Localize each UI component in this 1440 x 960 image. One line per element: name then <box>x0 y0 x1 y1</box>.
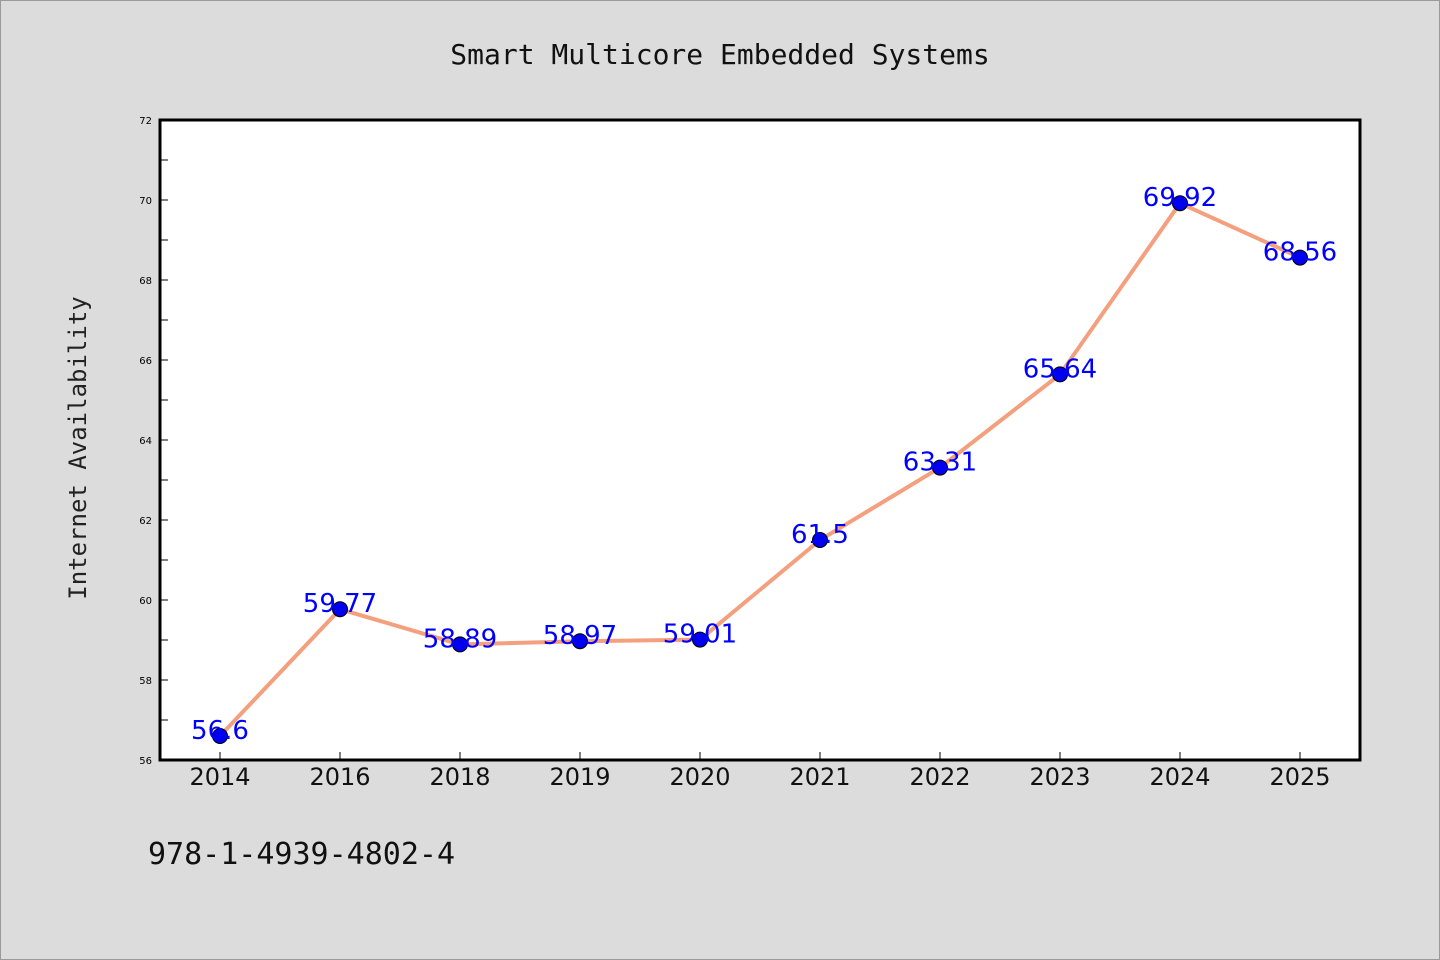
y-tick-label: 62 <box>139 516 152 527</box>
y-tick-label: 64 <box>139 436 152 447</box>
data-point <box>1052 366 1068 383</box>
data-label: 56.6 <box>191 716 249 746</box>
y-axis: 56 58 60 62 64 66 68 70 72 <box>139 116 168 767</box>
chart-title: Smart Multicore Embedded Systems <box>450 38 989 71</box>
y-tick-label: 56 <box>139 756 152 767</box>
y-tick-label: 72 <box>139 116 152 127</box>
x-tick-label: 2021 <box>789 763 850 791</box>
data-point <box>332 601 348 618</box>
data-label: 69.92 <box>1143 183 1217 213</box>
y-tick-label: 58 <box>139 676 152 687</box>
data-point <box>452 636 468 653</box>
x-tick-label: 2023 <box>1029 763 1090 791</box>
data-point <box>1172 195 1188 212</box>
y-tick-label: 68 <box>139 276 152 287</box>
data-point <box>932 459 948 476</box>
x-tick-label: 2022 <box>909 763 970 791</box>
x-tick-label: 2019 <box>549 763 610 791</box>
x-axis: 2014 2016 2018 2019 2020 2021 2022 2023 2024 2025 <box>189 752 1331 791</box>
data-point <box>212 728 228 744</box>
x-tick-label: 2024 <box>1149 763 1210 791</box>
x-tick-label: 2014 <box>189 763 250 791</box>
data-label: 59.01 <box>663 620 737 650</box>
data-label: 61.5 <box>791 520 849 550</box>
data-label: 58.89 <box>423 624 497 654</box>
y-tick-label: 60 <box>139 596 152 607</box>
x-tick-label: 2025 <box>1269 763 1330 791</box>
data-label: 59.77 <box>303 589 377 619</box>
data-point <box>1292 249 1308 266</box>
data-label: 65.64 <box>1023 354 1097 384</box>
data-point <box>572 633 588 650</box>
data-labels: 56.6 59.77 58.89 58.97 59.01 61.5 63.31 65.64 69… <box>191 183 1337 746</box>
x-tick-label: 2020 <box>669 763 730 791</box>
data-markers <box>212 195 1308 744</box>
plot-area <box>158 118 1362 762</box>
data-label: 68.56 <box>1263 238 1337 268</box>
data-label: 58.97 <box>543 621 617 651</box>
y-tick-label: 70 <box>139 196 152 207</box>
data-label: 63.31 <box>903 448 977 478</box>
x-tick-label: 2016 <box>309 763 370 791</box>
x-tick-label: 2018 <box>429 763 490 791</box>
data-point <box>812 532 828 548</box>
y-axis-label: Internet Availability <box>64 296 92 599</box>
series-line <box>218 201 1301 738</box>
y-tick-label: 66 <box>139 356 152 367</box>
isbn-footer: 978-1-4939-4802-4 <box>148 837 455 872</box>
data-point <box>692 631 708 648</box>
